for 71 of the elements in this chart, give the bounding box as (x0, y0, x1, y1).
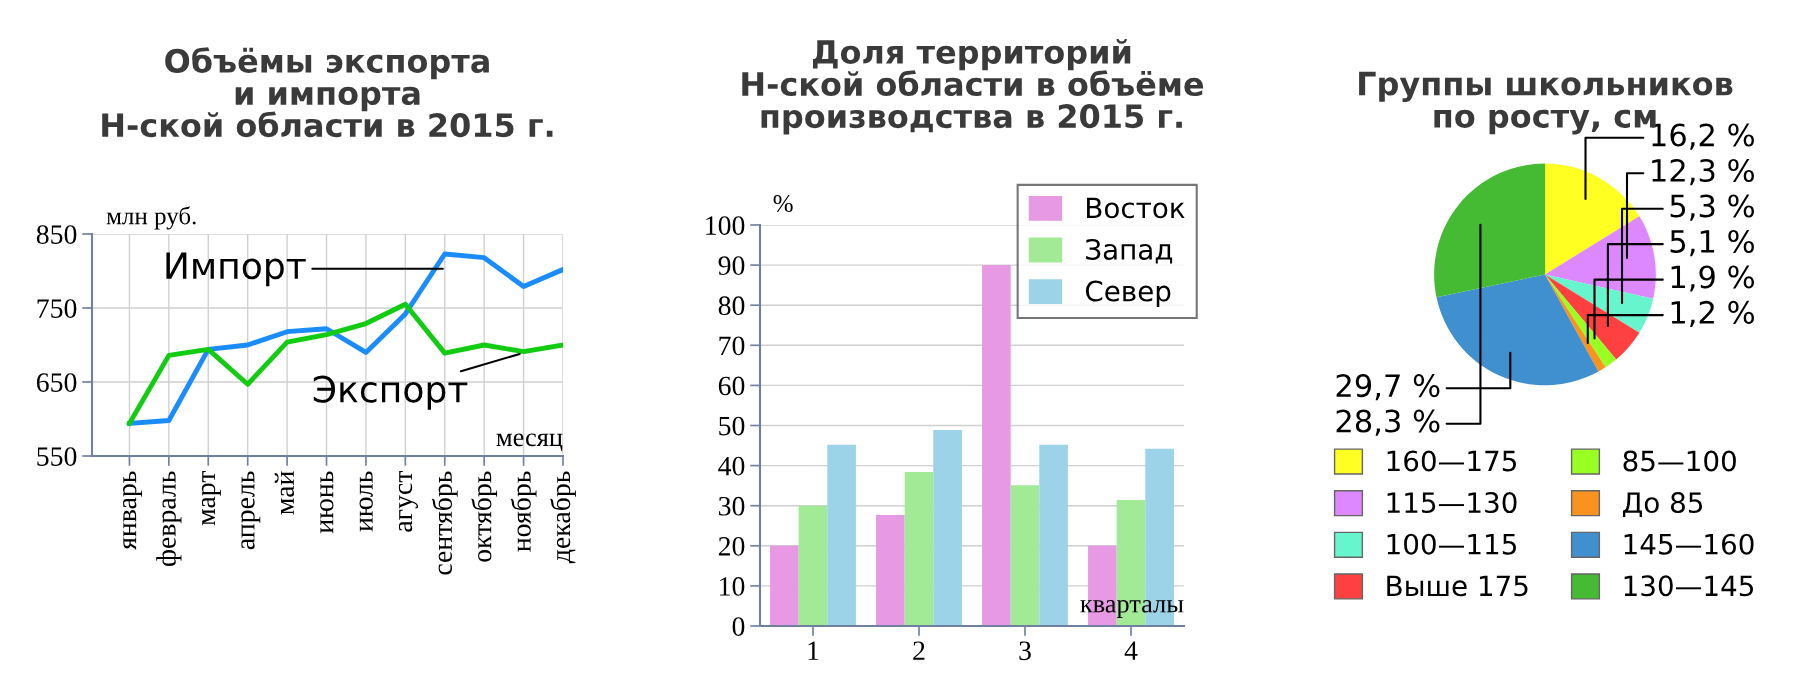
x-tick-label: ноябрь (510, 471, 537, 552)
y-tick-label: 90 (718, 256, 745, 276)
legend-label: Запад (1086, 238, 1173, 264)
chart-title: Объёмы экспорта и импорта Н-ской области в 2015 г. (102, 47, 553, 138)
line-series (127, 251, 563, 426)
x-axis-title: кварталы (1080, 599, 1184, 618)
x-tick-label: 2 (913, 641, 925, 660)
y-tick-label: 100 (706, 216, 745, 235)
legend-label: До 85 (1622, 492, 1703, 518)
y-tick-label: 850 (36, 225, 77, 244)
x-tick-label: май (274, 471, 295, 515)
y-tick-label: 80 (718, 296, 745, 316)
bar (982, 265, 1011, 626)
y-tick-label: 40 (718, 456, 745, 476)
legend-label: 145—160 (1624, 533, 1754, 555)
bar (1039, 444, 1068, 626)
x-tick-label: октябрь (471, 471, 498, 562)
y-tick-label: 30 (718, 496, 745, 516)
data-label: 28,3 % (1336, 409, 1440, 436)
x-tick-label: июль (359, 471, 373, 532)
bar (876, 514, 905, 626)
y-tick-label: 0 (732, 617, 745, 636)
data-label: 29,7 % (1336, 374, 1440, 401)
data-label: 5,3 % (1670, 194, 1754, 221)
y-tick-label: 10 (720, 577, 745, 596)
pie-slice (1545, 274, 1617, 368)
y-tick-label: 70 (719, 336, 745, 356)
legend-label: Выше 175 (1387, 575, 1528, 597)
bar (904, 472, 934, 626)
bar (827, 444, 856, 626)
y-axis-title: млн руб. (106, 206, 196, 230)
x-tick-label: агуст (398, 470, 418, 532)
y-tick-label: 750 (37, 299, 77, 318)
y-axis-title: % (773, 195, 793, 212)
x-tick-label: март (201, 470, 221, 526)
data-label: 1,9 % (1671, 265, 1754, 292)
x-tick-label: июнь (320, 471, 334, 534)
legend-label: Восток (1087, 197, 1185, 219)
y-tick-label: 550 (37, 447, 77, 466)
x-tick-label: 3 (1019, 641, 1031, 661)
data-label: 1,2 % (1671, 300, 1754, 328)
x-axis-title: месяц (496, 433, 563, 452)
legend-label: 115—130 (1387, 492, 1517, 514)
legend-label: Север (1085, 280, 1171, 307)
bar (770, 545, 799, 626)
series-label: Экспорт (313, 375, 468, 410)
line-series (127, 301, 563, 426)
y-tick-label: 650 (36, 373, 77, 392)
data-label: 5,1 % (1670, 229, 1754, 257)
x-tick-label: сентябрь (431, 471, 458, 575)
legend-label: 85—100 (1623, 450, 1736, 472)
x-tick-label: апрель (241, 471, 261, 550)
legend-label: 160—175 (1387, 450, 1516, 472)
bar (798, 505, 828, 626)
pie-slice (1434, 163, 1545, 298)
x-tick-label: декабрь (550, 471, 576, 564)
data-label: 12,3 % (1652, 158, 1754, 186)
legend-label: 130—145 (1624, 575, 1753, 597)
y-tick-label: 60 (718, 376, 745, 396)
y-tick-label: 50 (719, 416, 745, 436)
x-tick-label: январь (123, 471, 143, 550)
series-label: Импорт (166, 252, 306, 287)
y-tick-label: 20 (718, 536, 745, 556)
x-tick-label: 4 (1124, 641, 1138, 660)
x-tick-label: 1 (808, 641, 819, 660)
bar (1010, 485, 1040, 626)
bar (933, 429, 962, 626)
x-tick-label: февраль (156, 471, 182, 567)
pie-slice (1545, 163, 1640, 275)
chart-title: Доля территорий Н-ской области в объёме производства в 2015 г. (742, 39, 1204, 135)
legend-label: 100—115 (1387, 533, 1516, 555)
